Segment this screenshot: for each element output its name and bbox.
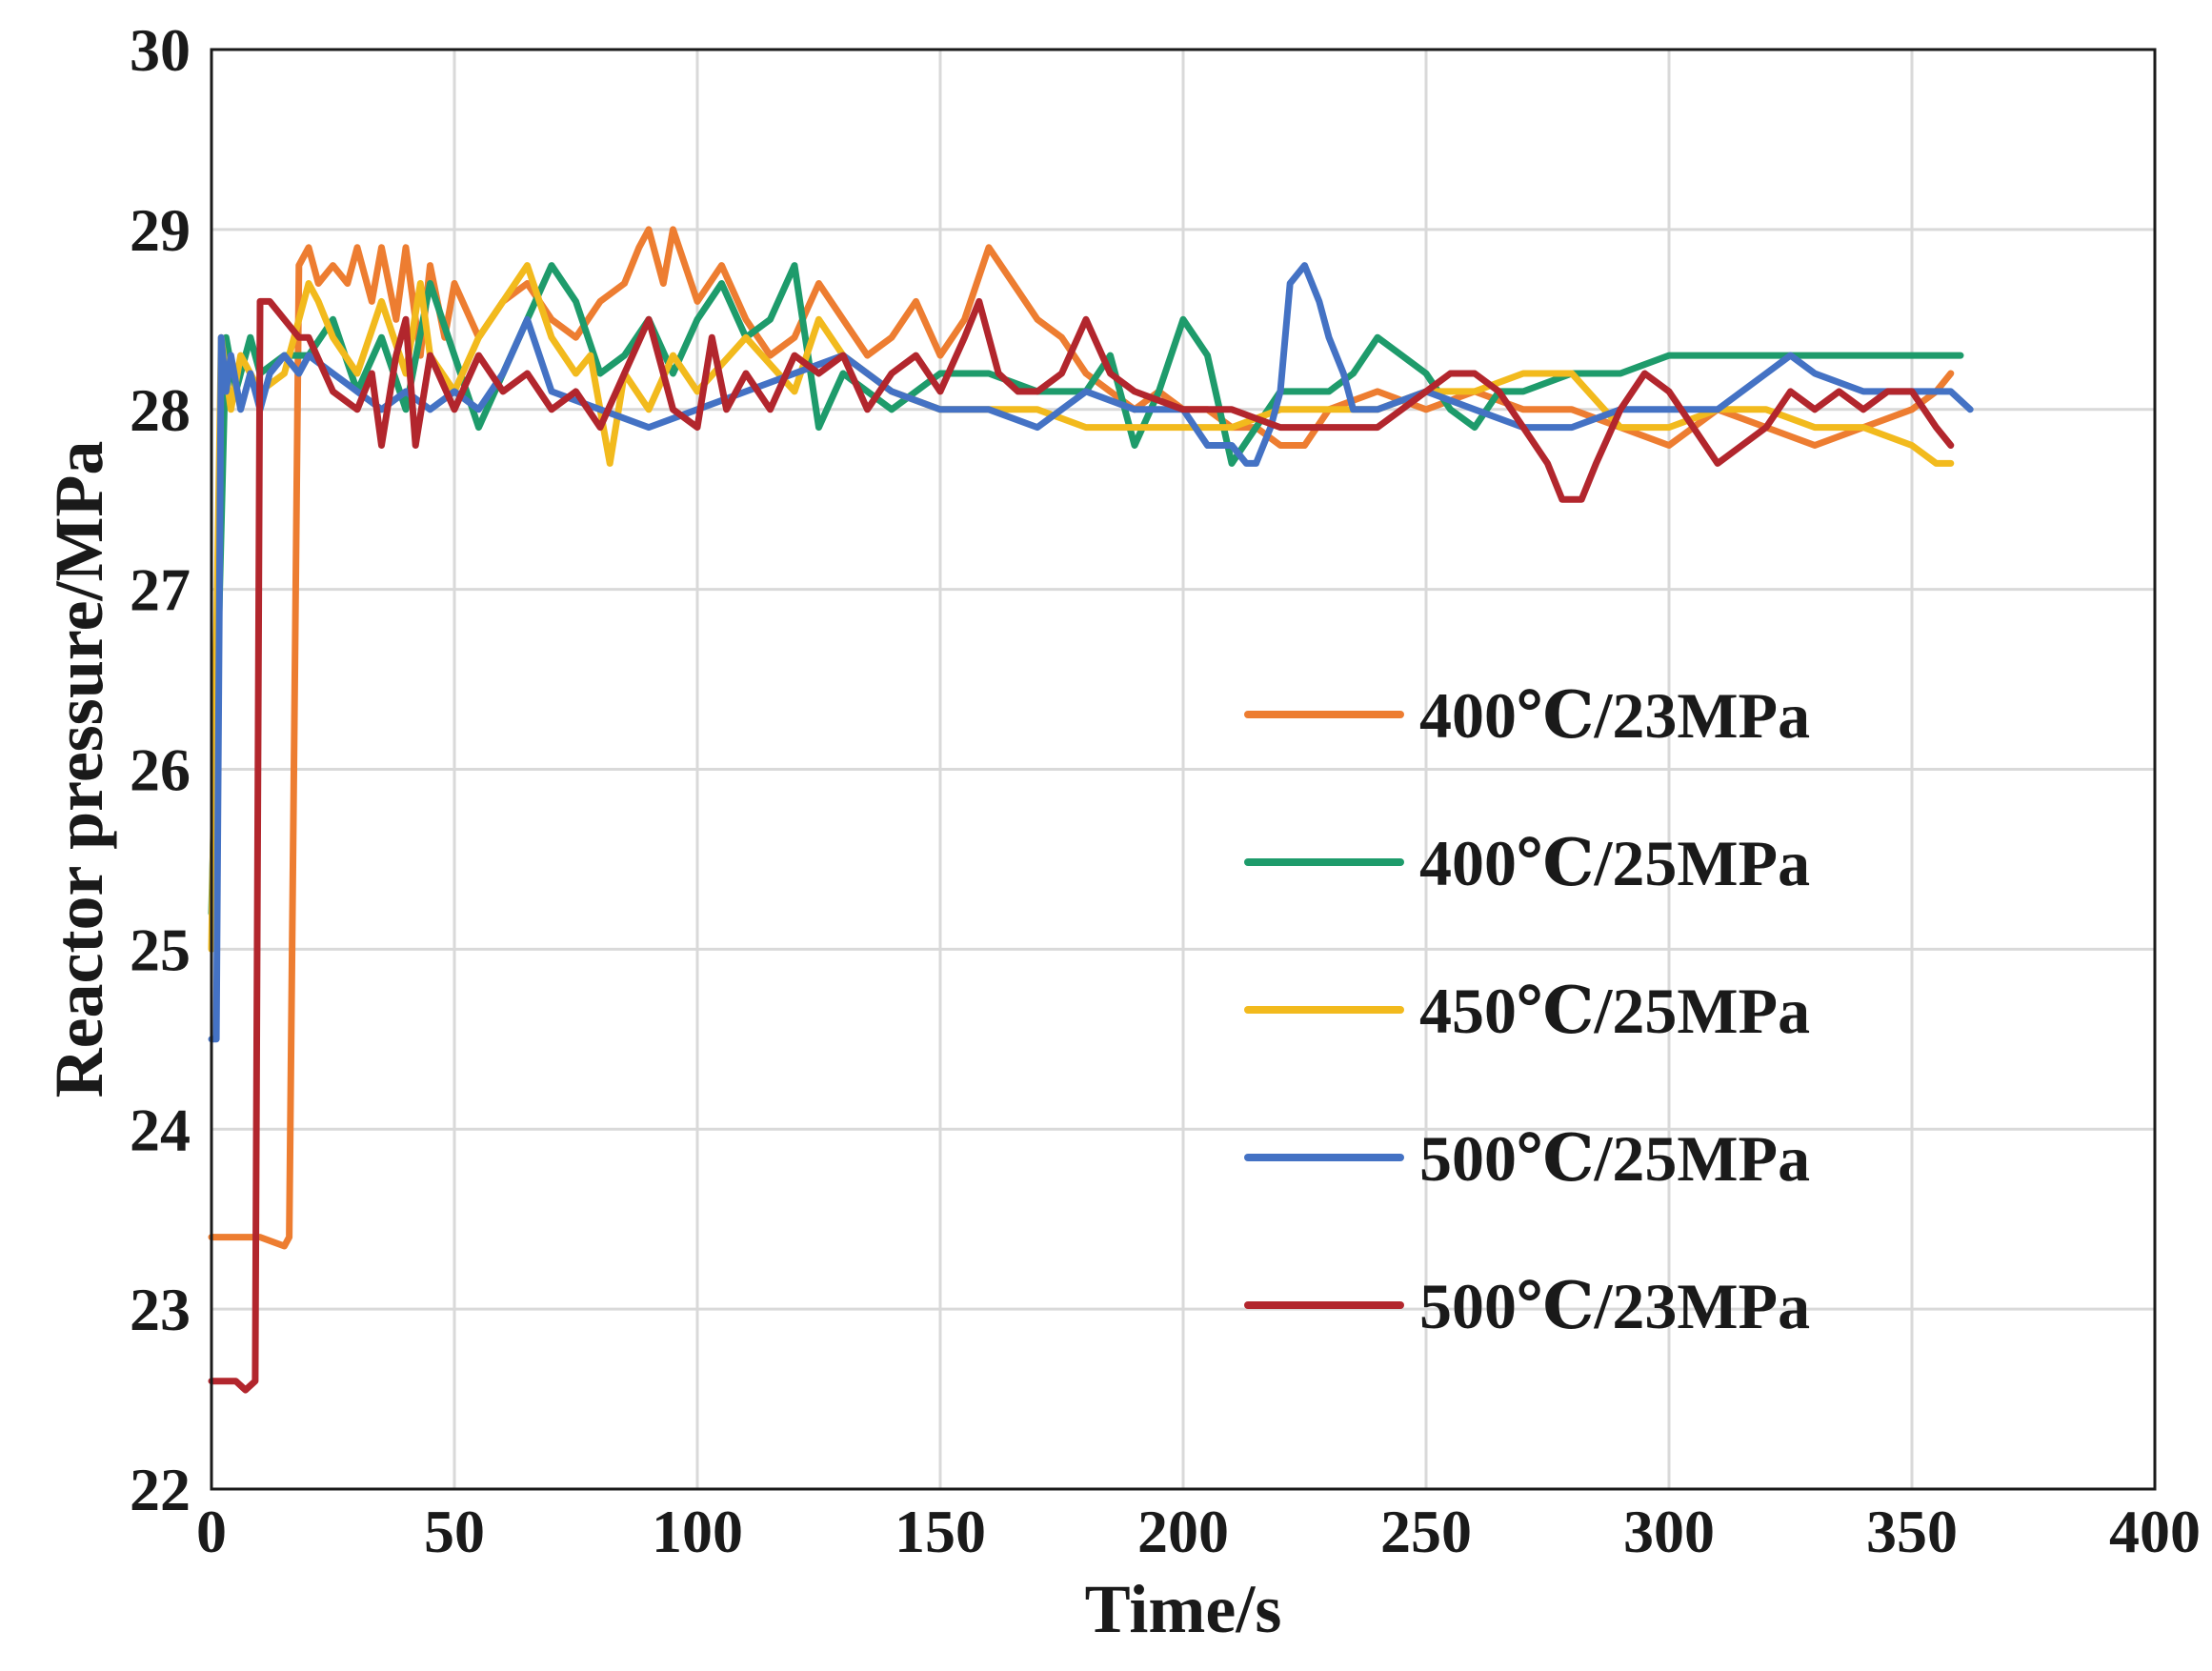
y-tick-labels: 22 23 24 25 26 27 28 29 30	[130, 16, 191, 1523]
series-line-5	[208, 297, 1955, 1394]
x-tick-label: 150	[895, 1498, 986, 1565]
y-tick-label: 27	[130, 556, 191, 624]
y-tick-label: 23	[130, 1276, 191, 1343]
series-line-3	[208, 262, 1955, 953]
series-line-4	[208, 262, 1974, 1043]
y-tick-label: 29	[130, 196, 191, 264]
legend-label: 400℃/25MPa	[1419, 827, 1810, 899]
x-tick-label: 200	[1137, 1498, 1229, 1565]
legend-item-1: 400℃/23MPa	[1244, 679, 1810, 752]
y-axis-title: Reactor pressure/MPa	[41, 441, 117, 1098]
x-tick-label: 50	[424, 1498, 485, 1565]
y-tick-label: 22	[130, 1456, 191, 1523]
plot-frame	[210, 48, 2157, 1491]
x-tick-label: 300	[1623, 1498, 1715, 1565]
y-tick-label: 30	[130, 16, 191, 84]
x-tick-label: 100	[652, 1498, 743, 1565]
legend-item-2: 400℃/25MPa	[1244, 827, 1810, 899]
y-tick-label: 26	[130, 736, 191, 804]
x-tick-label: 250	[1380, 1498, 1472, 1565]
x-tick-labels: 0 50 100 150 200 250 300 350 400	[196, 1498, 2201, 1565]
legend-label: 500℃/23MPa	[1419, 1270, 1810, 1342]
legend-item-4: 500℃/25MPa	[1244, 1122, 1810, 1195]
series-lines	[208, 226, 1974, 1394]
x-tick-label: 0	[196, 1498, 227, 1565]
y-tick-label: 24	[130, 1096, 191, 1163]
legend-label: 500℃/25MPa	[1419, 1122, 1810, 1195]
legend: 400℃/23MPa 400℃/25MPa 450℃/25MPa 500℃/25MPa…	[1244, 679, 1810, 1342]
grid	[211, 50, 2155, 1489]
x-axis-title: Time/s	[1085, 1571, 1282, 1647]
legend-label: 400℃/23MPa	[1419, 679, 1810, 752]
x-tick-label: 400	[2109, 1498, 2201, 1565]
legend-item-3: 450℃/25MPa	[1244, 975, 1810, 1047]
y-tick-label: 28	[130, 376, 191, 444]
series-line-1	[208, 226, 1955, 1250]
x-tick-label: 350	[1866, 1498, 1958, 1565]
y-tick-label: 25	[130, 916, 191, 983]
legend-label: 450℃/25MPa	[1419, 975, 1810, 1047]
legend-item-5: 500℃/23MPa	[1244, 1270, 1810, 1342]
